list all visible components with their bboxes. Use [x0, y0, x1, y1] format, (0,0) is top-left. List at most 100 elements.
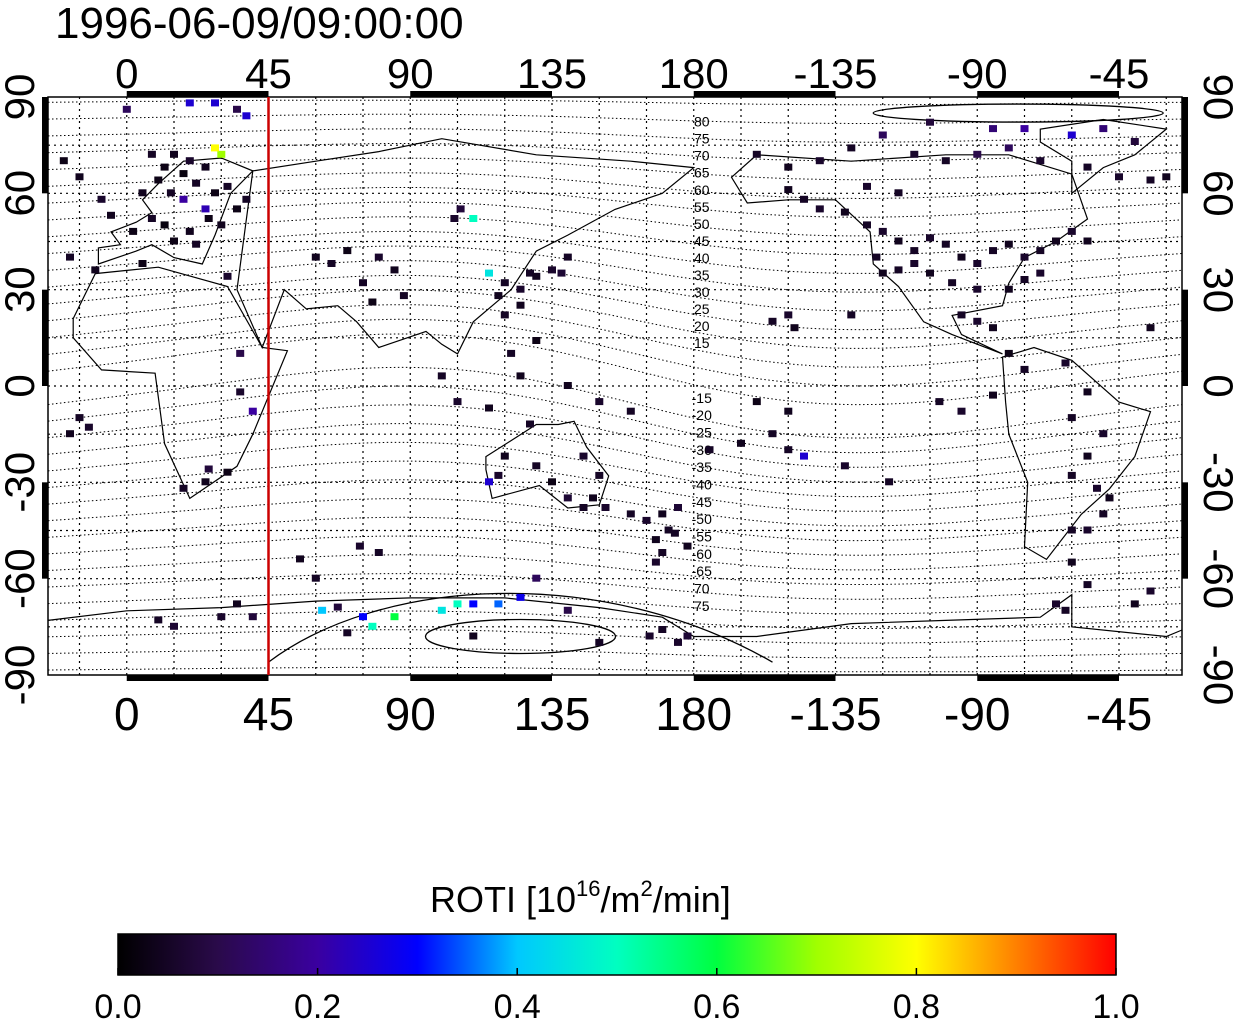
roti-point [327, 260, 336, 267]
right-lat-tick-label: 0 [1195, 374, 1240, 397]
roti-point [217, 613, 226, 621]
roti-point [453, 600, 462, 608]
mlat-contour [47, 404, 1183, 468]
mlat-contour [47, 479, 1183, 527]
roti-point [129, 227, 138, 235]
roti-point [166, 189, 175, 197]
contour-label: 70 [694, 148, 710, 164]
roti-point [878, 131, 887, 139]
roti-point [957, 311, 966, 319]
roti-point [563, 494, 572, 502]
roti-point [500, 279, 509, 287]
colorbar-tick-label: 0.8 [893, 988, 940, 1024]
roti-point [957, 253, 966, 261]
contour-label: -45 [692, 494, 712, 510]
colorbar-title-end: /min] [653, 879, 731, 920]
roti-point [500, 452, 509, 460]
roti-point [138, 260, 147, 267]
contour-label: -25 [692, 425, 712, 441]
roti-point [179, 195, 188, 203]
contour-label: 65 [694, 165, 710, 181]
roti-point [201, 205, 210, 213]
left-axis-band [42, 482, 48, 579]
roti-point [815, 205, 824, 213]
colorbar-title-sup1: 16 [576, 876, 600, 901]
roti-point [941, 240, 950, 248]
roti-point [469, 215, 478, 222]
roti-point [1061, 359, 1070, 367]
bottom-lon-tick-label: -90 [944, 688, 1010, 740]
contour-label: 15 [694, 335, 710, 351]
roti-point [1052, 600, 1060, 608]
roti-point [800, 452, 808, 460]
roti-point [595, 398, 604, 406]
roti-point [1067, 558, 1076, 566]
roti-point [59, 157, 68, 165]
roti-point [752, 150, 761, 158]
roti-point [595, 638, 604, 646]
colorbar-ticks: 0.0 0.2 0.4 0.6 0.8 1.0 [94, 968, 1140, 1024]
roti-point [75, 414, 84, 422]
roti-point [989, 125, 997, 133]
roti-point [516, 372, 525, 380]
roti-point [1004, 349, 1013, 357]
roti-point [784, 311, 793, 319]
roti-point [1099, 510, 1108, 518]
roti-point [683, 542, 692, 550]
roti-point [626, 407, 635, 415]
top-lon-tick-label: -135 [793, 50, 877, 97]
roti-point [318, 606, 327, 614]
roti-point [333, 603, 342, 611]
australia-coast [485, 420, 610, 509]
roti-point [595, 471, 604, 479]
roti-point [894, 237, 903, 245]
roti-point [563, 253, 572, 261]
contour-label: -15 [692, 390, 712, 406]
roti-point [1067, 471, 1076, 479]
coastlines [47, 118, 1183, 638]
mlat-contour [47, 216, 1183, 256]
roti-point [437, 372, 446, 380]
right-lat-tick-label: 60 [1195, 170, 1240, 217]
plot-frame [47, 96, 1183, 676]
map-plot-area: 8075706560555045403530252015-15-20-25-30… [47, 96, 1183, 676]
roti-point [437, 606, 446, 614]
roti-point [840, 208, 849, 216]
mlat-contour [47, 318, 1183, 387]
left-lat-tick-label: -60 [0, 548, 43, 609]
mlat-contour [47, 573, 1183, 600]
roti-point [343, 629, 352, 637]
roti-point [863, 221, 871, 229]
mlat-contour [47, 128, 1183, 143]
right-lat-tick-label: -90 [1195, 645, 1240, 706]
right-axis-band [1182, 482, 1188, 579]
roti-point [1020, 276, 1029, 283]
roti-point [160, 221, 169, 229]
roti-point [66, 253, 74, 261]
roti-point [217, 221, 226, 229]
roti-point [948, 279, 957, 287]
roti-point [154, 176, 163, 184]
roti-point [784, 407, 793, 415]
bottom-axis-band [126, 675, 269, 681]
mlat-contour [47, 172, 1183, 200]
left-lat-tick-label: 0 [0, 374, 43, 397]
roti-point [217, 150, 226, 158]
roti-point [926, 118, 934, 126]
contour-label: 60 [694, 182, 710, 198]
contour-label: -50 [692, 511, 712, 527]
bottom-longitude-ticks: 0 45 90 135 180 -135 -90 -45 [114, 688, 1152, 740]
roti-point [147, 215, 156, 222]
roti-point [236, 349, 245, 357]
north-pole-contour [872, 103, 1164, 123]
roti-point [390, 613, 399, 621]
roti-point [548, 266, 556, 274]
roti-point [878, 227, 887, 235]
roti-point [1146, 324, 1155, 332]
roti-point [563, 606, 572, 614]
colorbar-tick-label: 0.2 [294, 988, 341, 1024]
colorbar-gradient [117, 933, 1117, 976]
roti-point [494, 292, 503, 300]
roti-point [658, 626, 667, 633]
roti-point [557, 269, 566, 277]
